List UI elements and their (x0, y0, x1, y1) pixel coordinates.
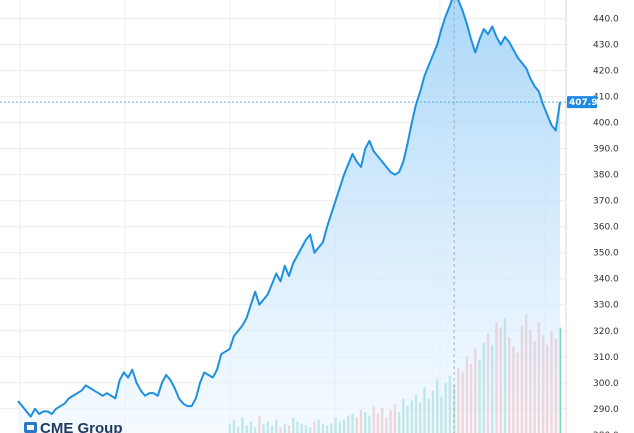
y-tick-label: 320.0 (593, 327, 619, 337)
price-area-fill (18, 0, 560, 433)
y-tick-label: 280.0 (593, 431, 619, 433)
cme-logo: CME Group (24, 420, 123, 433)
y-tick-label: 430.0 (593, 41, 619, 51)
cme-logo-icon-inner (27, 425, 34, 430)
y-tick-label: 350.0 (593, 249, 619, 259)
y-tick-label: 400.0 (593, 119, 619, 129)
crosshair-layer (0, 0, 566, 433)
y-tick-label: 290.0 (593, 405, 619, 415)
cme-logo-text: CME Group (40, 420, 123, 433)
y-tick-label: 360.0 (593, 223, 619, 233)
y-tick-label: 370.0 (593, 197, 619, 207)
y-tick-label: 420.0 (593, 67, 619, 77)
y-tick-label: 330.0 (593, 301, 619, 311)
y-axis: 280.0 290.0 300.0 310.0 320.0 330.0 340.0 350.0… (565, 0, 619, 433)
price-line (17, 0, 561, 418)
y-tick-label: 310.0 (593, 353, 619, 363)
y-tick-label: 440.0 (593, 15, 619, 25)
y-tick-label: 300.0 (593, 379, 619, 389)
last-price-tag-text: 407.9 (569, 98, 597, 108)
last-price-tag-background (567, 96, 597, 109)
y-tick-label: 390.0 (593, 145, 619, 155)
y-tick-label: 410.0 (593, 93, 619, 103)
y-tick-label: 380.0 (593, 171, 619, 181)
area-layer (17, 0, 561, 433)
last-price-tag: 407.9 (567, 96, 597, 109)
y-tick-label: 340.0 (593, 275, 619, 285)
